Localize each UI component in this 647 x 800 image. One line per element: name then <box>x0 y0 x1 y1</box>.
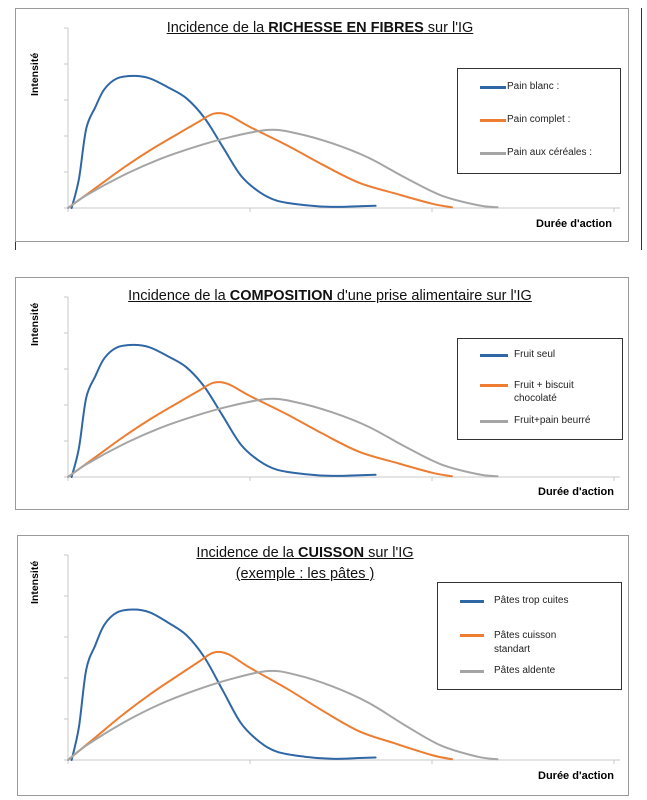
title-suffix: d'une prise alimentaire sur l'IG <box>332 288 532 304</box>
series-line-3 <box>67 669 499 761</box>
legend-label: Fruit seul <box>514 349 556 360</box>
legend-swatch <box>480 86 506 89</box>
title-suffix: sur l'IG <box>364 545 414 561</box>
legend-label: Fruit+pain beurré <box>514 415 591 426</box>
legend-label: Pâtes trop cuites <box>494 595 569 606</box>
series-line-1 <box>70 74 377 209</box>
legend-item: Pain blanc : <box>480 81 559 92</box>
legend-label: Pâtes aldente <box>494 665 556 676</box>
title-prefix: Incidence de la <box>128 288 230 304</box>
legend-label: Pain complet : <box>507 114 571 125</box>
legend-item: Pain aux céréales : <box>480 147 592 158</box>
series-line-2 <box>67 112 453 209</box>
legend-item: Fruit+pain beurré <box>480 415 590 426</box>
legend-swatch <box>460 634 484 637</box>
series-line-2 <box>67 650 453 761</box>
title-line2: (exemple : les pâtes ) <box>235 566 375 582</box>
legend: Pâtes trop cuites Pâtes cuisson standart… <box>437 582 622 690</box>
legend-swatch <box>460 600 484 603</box>
legend: Pain blanc : Pain complet : Pain aux cér… <box>457 68 621 174</box>
series-line-2 <box>67 381 453 478</box>
series-line-1 <box>70 343 377 478</box>
legend-swatch <box>480 384 508 387</box>
title-prefix: Incidence de la <box>196 545 298 561</box>
legend-item: Pain complet : <box>480 114 570 125</box>
title-bold: CUISSON <box>298 545 365 561</box>
chart-title: Incidence de la COMPOSITION d'une prise … <box>80 288 580 304</box>
legend-label: Pâtes cuisson standart <box>494 630 557 655</box>
legend-swatch <box>480 152 506 155</box>
series-line-3 <box>67 397 499 478</box>
panel-bottom-edge <box>15 242 16 250</box>
chart-title: Incidence de la CUISSON sur l'IG (exempl… <box>155 543 455 585</box>
title-bold: COMPOSITION <box>229 288 333 304</box>
legend-label: Fruit + biscuit chocolaté <box>514 380 574 404</box>
legend-label: Pain aux céréales : <box>507 147 593 158</box>
legend-swatch <box>480 354 508 357</box>
legend-item: Pâtes cuisson standart <box>460 629 574 657</box>
chart-title: Incidence de la RICHESSE EN FIBRES sur l… <box>120 20 520 36</box>
legend-item: Pâtes trop cuites <box>460 595 568 606</box>
legend-item: Fruit seul <box>480 349 555 360</box>
legend-item: Pâtes aldente <box>460 665 555 676</box>
x-axis-label: Durée d'action <box>538 486 614 498</box>
legend: Fruit seul Fruit + biscuit chocolaté Fru… <box>457 338 623 440</box>
legend-swatch <box>480 119 506 122</box>
title-suffix: sur l'IG <box>423 20 474 36</box>
title-prefix: Incidence de la <box>166 20 269 36</box>
panel-right-edge <box>641 8 642 250</box>
x-axis-label: Durée d'action <box>536 218 612 230</box>
legend-label: Pain blanc : <box>507 81 560 92</box>
series-line-3 <box>67 128 499 209</box>
legend-item: Fruit + biscuit chocolaté <box>480 379 594 405</box>
legend-swatch <box>460 670 484 673</box>
series-line-1 <box>70 608 377 761</box>
legend-swatch <box>480 420 508 423</box>
title-bold: RICHESSE EN FIBRES <box>268 20 424 36</box>
x-axis-label: Durée d'action <box>538 770 614 782</box>
